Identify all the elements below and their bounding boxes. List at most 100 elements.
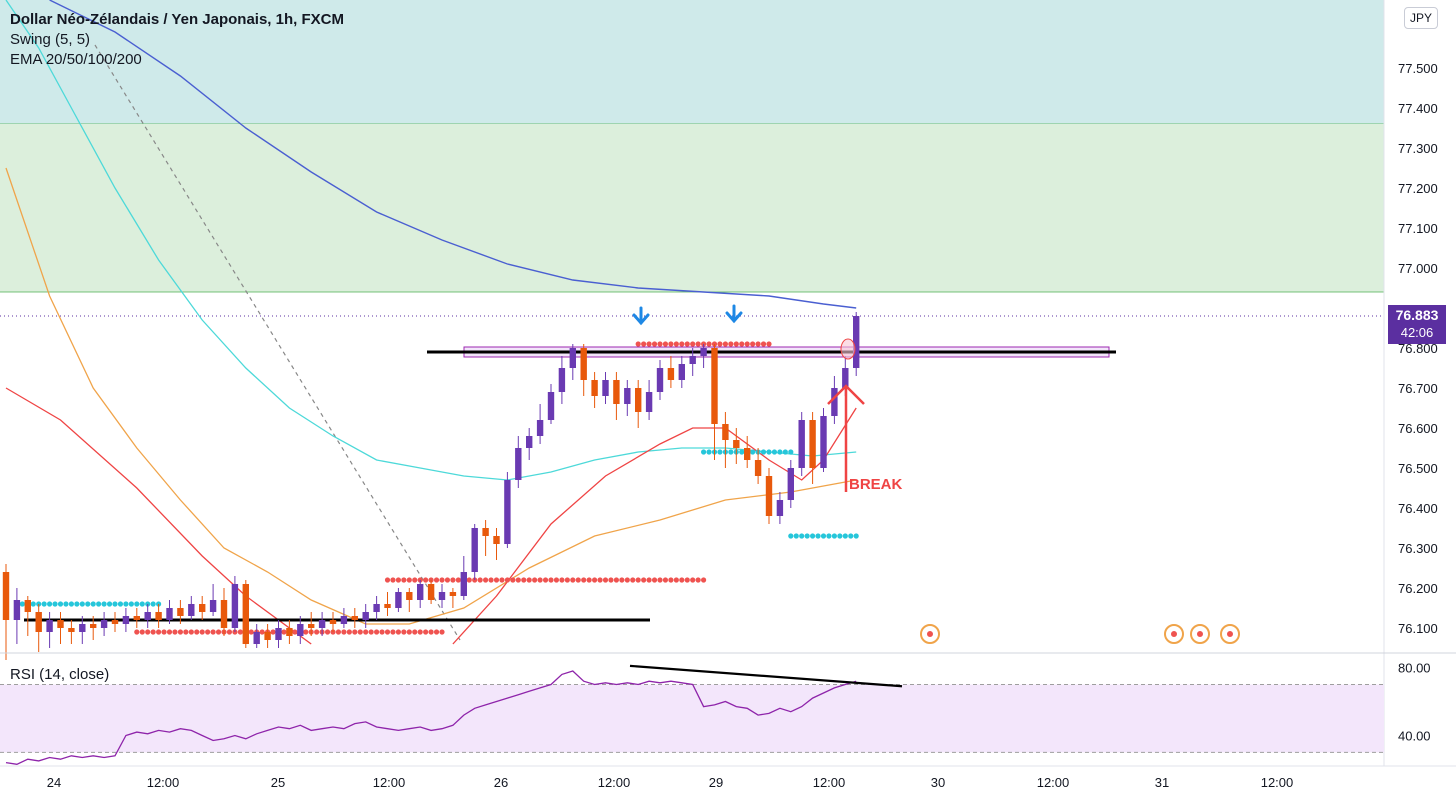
bar-countdown: 42:06 [1400,325,1434,340]
currency-badge[interactable]: JPY [1404,7,1438,29]
swing-high-dot [651,577,658,583]
swing-high-dot [363,629,369,635]
x-tick-label: 12:00 [147,775,180,790]
swing-low-dot [701,449,707,455]
swing-indicator-label[interactable]: Swing (5, 5) [10,31,91,48]
swing-high-dot [303,629,309,635]
swing-high-dot [673,577,679,583]
rsi-indicator-label[interactable]: RSI (14, close) [10,666,110,683]
candle-bear [765,476,773,516]
swing-low-dot [853,533,859,539]
swing-high-dot [368,629,374,635]
zone-1 [0,124,1384,292]
swing-low-dot [30,601,36,607]
swing-high-dot [172,629,178,635]
swing-high-dot [739,341,745,347]
last-price-tag: 76.883 42:06 [1388,305,1446,344]
swing-high-dot [156,629,162,635]
swing-low-dot [47,601,53,607]
swing-high-dot [613,577,620,583]
swing-high-dot [406,577,412,583]
y-tick-label: 77.200 [1398,181,1438,196]
swing-low-dot [57,601,64,607]
candle-bear [286,628,293,636]
swing-high-dot [526,577,532,583]
swing-high-dot [357,629,363,635]
swing-high-dot [439,577,445,583]
candle-bull [624,388,631,404]
swing-high-dot [352,629,358,635]
candle-bull [831,388,838,416]
candle-bull [645,392,653,412]
candle-bull [297,624,304,636]
swing-high-dot [477,577,483,583]
candle-bull [526,436,533,448]
swing-high-dot [690,341,696,347]
swing-high-dot [166,629,173,635]
swing-high-dot [194,629,200,635]
swing-high-dot [684,577,690,583]
swing-low-dot [85,601,91,607]
swing-high-dot [450,577,456,583]
candle-bull [558,368,566,392]
swing-low-dot [826,533,832,539]
event-marker-dot [1197,631,1203,637]
candle-bull [798,420,805,468]
y-tick-label: 76.500 [1398,461,1438,476]
swing-high-dot [199,629,205,635]
swing-high-dot [537,577,543,583]
break-highlight [840,338,856,360]
swing-high-dot [668,341,674,347]
candle-bear [242,584,249,644]
swing-high-dot [444,577,451,583]
candle-bear [711,348,718,424]
swing-low-dot [793,533,799,539]
candle-bull [504,480,511,544]
rsi-divergence-line [629,664,903,688]
swing-high-dot [205,629,211,635]
swing-high-dot [750,341,756,347]
swing-low-dot [112,601,118,607]
swing-high-dot [706,341,712,347]
swing-high-dot [390,629,396,635]
swing-high-dot [542,577,549,583]
swing-high-dot [701,577,707,583]
candle-bear [427,584,435,600]
swing-low-dot [123,601,129,607]
candle-bear [406,592,413,600]
swing-high-dot [532,577,538,583]
candle-bear [384,604,391,608]
candle-bear [635,388,642,412]
candle-bear [35,612,42,632]
swing-low-dot [799,533,805,539]
swing-high-dot [635,341,641,347]
candle-bear [722,424,729,440]
y-tick-label: 76.800 [1398,341,1438,356]
ema-indicator-label[interactable]: EMA 20/50/100/200 [10,51,142,68]
candle-bear [90,624,97,628]
swing-high-dot [630,577,636,583]
candle-bull [547,392,555,420]
swing-high-dot [744,341,750,347]
x-tick-label: 29 [709,775,723,790]
swing-low-dot [842,533,848,539]
x-tick-label: 12:00 [1037,775,1070,790]
swing-high-dot [188,629,194,635]
swing-low-dot [815,533,821,539]
swing-high-dot [668,577,674,583]
swing-low-dot [782,449,788,455]
x-tick-label: 12:00 [1261,775,1294,790]
swing-low-dot [804,533,810,539]
event-marker-dot [1227,631,1233,637]
x-tick-label: 12:00 [813,775,846,790]
swing-low-dot [128,601,134,607]
candle-bear [580,348,587,380]
ema20-line [5,387,312,645]
candle-bear [733,440,740,448]
swing-high-dot [210,629,216,635]
candle-bull [166,608,173,620]
swing-high-dot [412,629,418,635]
swing-high-dot [570,577,576,583]
